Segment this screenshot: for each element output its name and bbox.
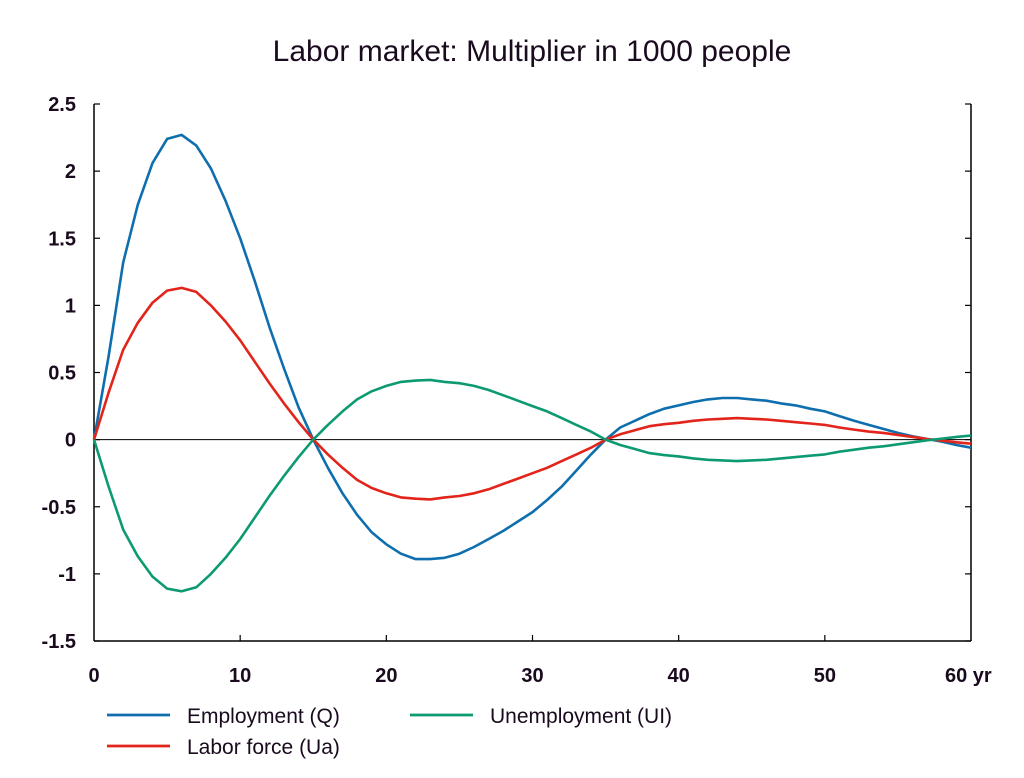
x-tick-label: 50 [814,665,836,687]
chart-title: Labor market: Multiplier in 1000 people [273,35,792,68]
x-tick-label: 10 [229,665,251,687]
unemployment-ui-line [92,378,972,593]
series-lines [92,133,972,593]
labor-force-ua-line [92,286,972,501]
y-tick-label: 1.5 [48,228,76,250]
legend-label: Employment (Q) [187,705,340,728]
y-tick-label: 1 [65,295,76,317]
y-tick-label: 0 [65,430,76,452]
employment-q-line [92,133,972,561]
y-tick-label: -0.5 [42,497,76,519]
axes [93,104,972,642]
x-tick-label: 20 [375,665,397,687]
legend-label: Labor force (Ua) [187,736,340,759]
y-tick-label: 2.5 [48,94,76,116]
x-tick-label: 40 [668,665,690,687]
x-axis-ticks: 0 10 20 30 40 50 60 yr [88,635,992,687]
x-tick-label: 0 [88,665,99,687]
x-tick-label: 30 [521,665,543,687]
y-tick-label: 0.5 [48,363,76,385]
y-tick-label: -1 [58,564,76,586]
y-tick-label: 2 [65,161,76,183]
x-tick-label: 60 yr [945,665,992,687]
y-tick-label: -1.5 [42,631,76,653]
y-axis-ticks: 2.5 2 1.5 1 0.5 0 -0.5 -1 -1.5 [42,94,971,653]
legend-label: Unemployment (UI) [490,705,672,728]
legend: Employment (Q) Unemployment (UI) Labor for… [107,705,672,759]
